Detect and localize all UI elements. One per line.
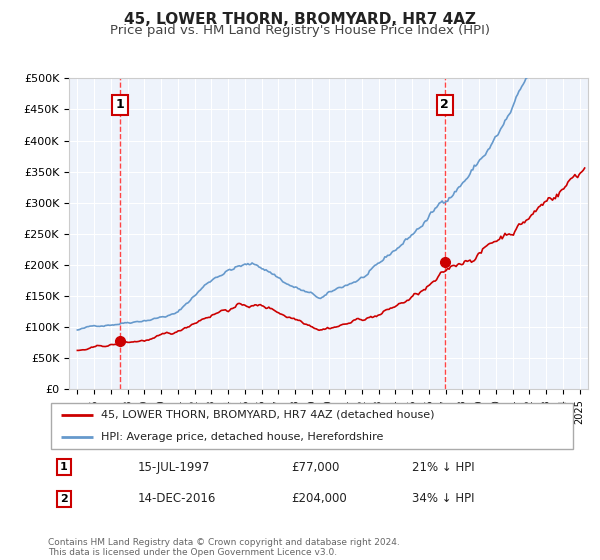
Text: 34% ↓ HPI: 34% ↓ HPI [412,492,475,505]
Text: HPI: Average price, detached house, Herefordshire: HPI: Average price, detached house, Here… [101,432,383,442]
Text: 1: 1 [116,99,124,111]
Text: Contains HM Land Registry data © Crown copyright and database right 2024.
This d: Contains HM Land Registry data © Crown c… [48,538,400,557]
Text: 45, LOWER THORN, BROMYARD, HR7 4AZ (detached house): 45, LOWER THORN, BROMYARD, HR7 4AZ (deta… [101,410,434,420]
Text: £204,000: £204,000 [291,492,347,505]
Text: 45, LOWER THORN, BROMYARD, HR7 4AZ: 45, LOWER THORN, BROMYARD, HR7 4AZ [124,12,476,27]
Text: £77,000: £77,000 [291,461,339,474]
Text: 15-JUL-1997: 15-JUL-1997 [138,461,210,474]
Text: 1: 1 [60,462,68,472]
Text: 21% ↓ HPI: 21% ↓ HPI [412,461,475,474]
Text: 2: 2 [60,494,68,504]
Text: Price paid vs. HM Land Registry's House Price Index (HPI): Price paid vs. HM Land Registry's House … [110,24,490,37]
FancyBboxPatch shape [50,404,574,449]
Text: 2: 2 [440,99,449,111]
Text: 14-DEC-2016: 14-DEC-2016 [138,492,216,505]
